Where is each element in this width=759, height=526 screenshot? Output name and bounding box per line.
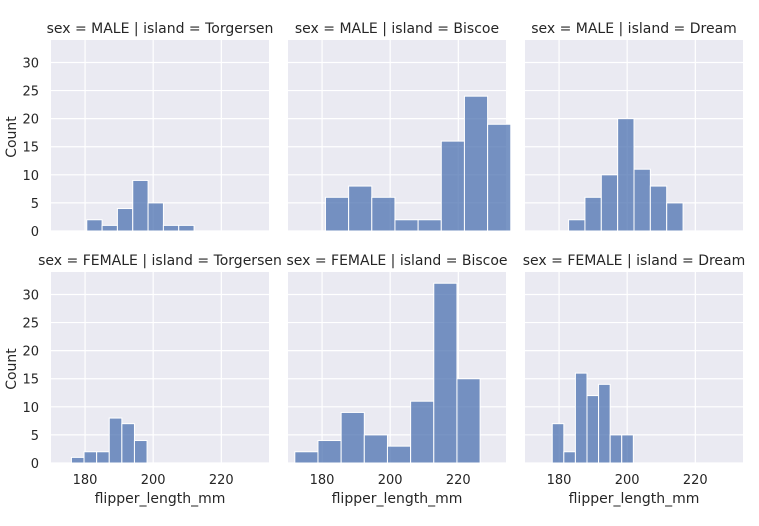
- x-tick-label: 220: [209, 473, 234, 488]
- histogram-bar: [96, 451, 110, 464]
- y-tick-label: 20: [22, 345, 39, 360]
- histogram-bar: [116, 208, 134, 232]
- histogram-bar: [121, 423, 135, 464]
- histogram-bar: [621, 434, 634, 464]
- histogram-bar: [584, 196, 602, 232]
- y-axis-label-row2: Count: [4, 348, 20, 390]
- histogram-bar: [649, 185, 668, 232]
- histogram-bar: [574, 372, 588, 464]
- histogram-bar: [417, 219, 442, 232]
- y-tick-label: 0: [31, 457, 39, 472]
- histogram-bar: [600, 174, 619, 232]
- histogram-bar: [568, 219, 586, 232]
- histogram-bar: [108, 417, 123, 464]
- x-tick-label: 180: [73, 473, 98, 488]
- facet-panel: sex = MALE | island = Biscoe: [288, 21, 512, 232]
- facet-panel: sex = FEMALE | island = Dream 180 200 220: [523, 253, 746, 488]
- histogram-bar: [363, 434, 388, 464]
- histogram-bar: [133, 440, 148, 464]
- panel-title: sex = FEMALE | island = Biscoe: [286, 253, 507, 269]
- histogram-bar: [348, 185, 373, 232]
- histogram-bar: [563, 451, 576, 464]
- x-tick-label: 200: [141, 473, 166, 488]
- histogram-bar: [633, 168, 651, 232]
- facet-panels: sex = MALE | island = Torgersen 0 5 10 15 20 2…: [22, 21, 745, 488]
- y-tick-label: 30: [22, 288, 39, 303]
- histogram-bar: [386, 445, 412, 464]
- y-tick-label: 15: [22, 373, 39, 388]
- y-tick-label: 20: [22, 113, 39, 128]
- histogram-bar: [70, 456, 85, 464]
- histogram-bar: [371, 196, 396, 232]
- histogram-bar: [433, 282, 458, 464]
- y-tick-label: 30: [22, 56, 39, 71]
- x-tick-label: 180: [310, 473, 335, 488]
- histogram-bar: [463, 95, 489, 232]
- panel-title: sex = FEMALE | island = Dream: [523, 253, 746, 269]
- panel-title: sex = MALE | island = Biscoe: [295, 21, 499, 37]
- x-tick-label: 220: [683, 473, 708, 488]
- histogram-bar: [147, 202, 164, 232]
- histogram-bar: [317, 440, 342, 464]
- histogram-bar: [324, 196, 350, 232]
- facet-panel: sex = FEMALE | island = Torgersen 0 5 10 15 2…: [22, 253, 281, 488]
- x-tick-label: 220: [446, 473, 471, 488]
- facet-panel: sex = MALE | island = Dream: [525, 21, 743, 232]
- y-tick-label: 25: [22, 317, 39, 332]
- histogram-bar: [83, 451, 98, 464]
- y-tick-label: 0: [31, 225, 39, 240]
- histogram-bar: [487, 123, 512, 232]
- y-tick-label: 10: [22, 169, 39, 184]
- histogram-bar: [86, 219, 103, 232]
- x-tick-label: 200: [378, 473, 403, 488]
- histogram-bar: [394, 219, 419, 232]
- facet-panel: sex = FEMALE | island = Biscoe 180 200 220: [286, 253, 507, 488]
- histogram-bar: [101, 224, 118, 232]
- histogram-bar: [666, 202, 684, 232]
- panel-title: sex = FEMALE | island = Torgersen: [38, 253, 282, 269]
- panel-title: sex = MALE | island = Dream: [531, 21, 737, 37]
- y-tick-label: 5: [31, 197, 39, 212]
- histogram-bar: [294, 451, 319, 464]
- y-tick-label: 25: [22, 85, 39, 100]
- histogram-bar: [440, 140, 465, 232]
- y-axis-label-row1: Count: [4, 116, 20, 158]
- facet-panel: sex = MALE | island = Torgersen 0 5 10 15 20 2…: [22, 21, 273, 240]
- y-tick-label: 5: [31, 429, 39, 444]
- plot-background: [51, 40, 269, 231]
- y-tick-label: 10: [22, 401, 39, 416]
- y-tick-label: 15: [22, 141, 39, 156]
- histogram-bar: [609, 434, 623, 464]
- x-axis-label-col1: flipper_length_mm: [95, 491, 226, 507]
- histogram-bar: [132, 179, 149, 232]
- histogram-bar: [617, 118, 635, 232]
- histogram-bar: [178, 224, 195, 232]
- histogram-bar: [586, 395, 600, 464]
- histogram-bar: [410, 400, 435, 464]
- histogram-bar: [598, 383, 611, 464]
- x-axis-label-col3: flipper_length_mm: [569, 491, 700, 507]
- histogram-bar: [340, 411, 365, 464]
- histogram-bar: [456, 378, 481, 464]
- histogram-bar: [551, 423, 565, 464]
- x-tick-label: 180: [547, 473, 572, 488]
- plot-background: [51, 272, 269, 463]
- panel-title: sex = MALE | island = Torgersen: [47, 21, 274, 37]
- x-axis-label-col2: flipper_length_mm: [332, 491, 463, 507]
- x-tick-label: 200: [615, 473, 640, 488]
- histogram-bar: [162, 224, 180, 232]
